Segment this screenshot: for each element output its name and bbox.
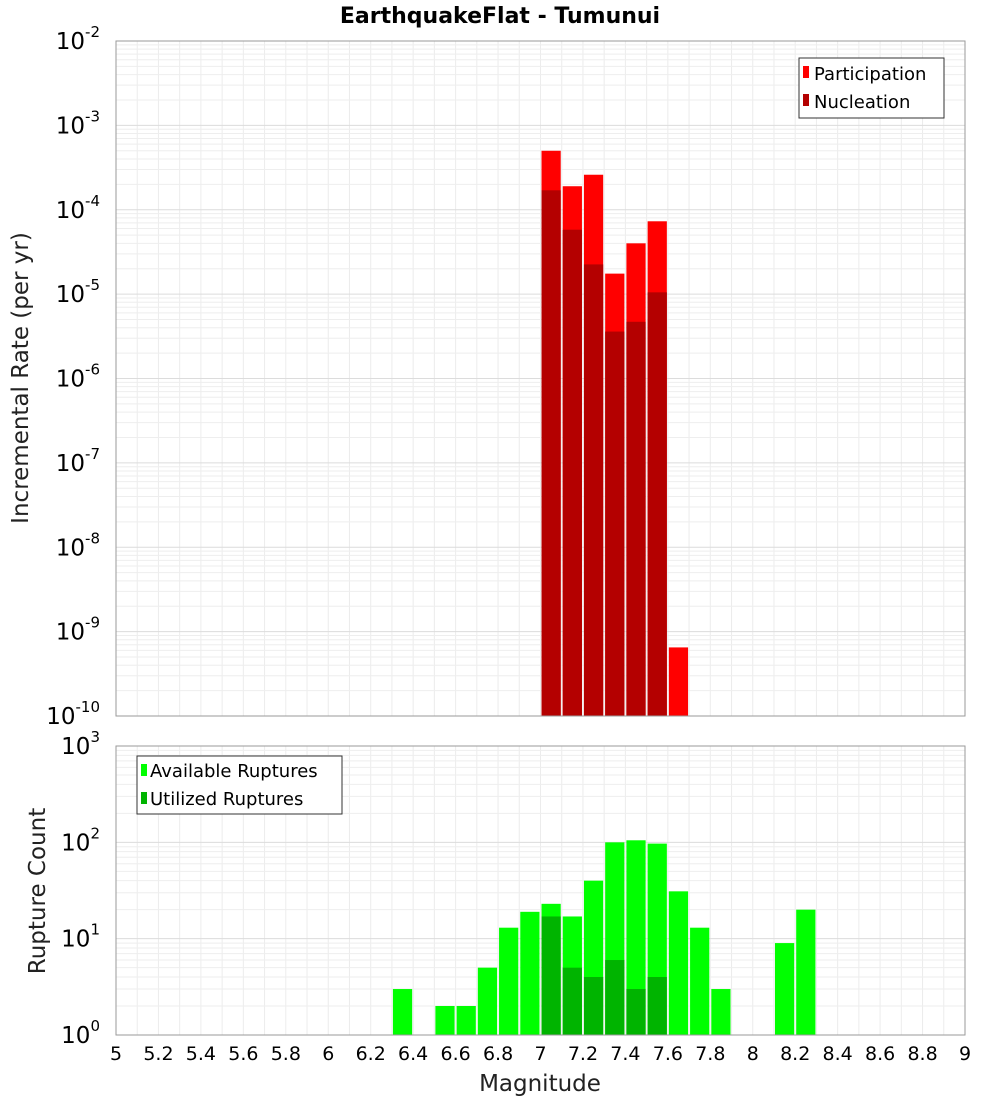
x-tick-label: 6.6 xyxy=(440,1043,470,1065)
bottom-bar-available-ruptures xyxy=(796,909,816,1035)
x-tick-label: 7.6 xyxy=(653,1043,683,1065)
top-bar-nucleation xyxy=(626,321,646,716)
bottom-bar-utilized-ruptures xyxy=(583,977,604,1035)
x-tick-label: 7 xyxy=(534,1043,546,1065)
x-tick-label: 8.6 xyxy=(865,1043,895,1065)
bottom-bar-available-ruptures xyxy=(668,891,689,1035)
top-bar-nucleation xyxy=(541,190,561,716)
bottom-y-tick-label: 102 xyxy=(61,824,100,856)
bottom-y-ticks: 100 101 102 103 xyxy=(61,728,100,1049)
top-y-ticks: 10-10 10-9 10-8 10-7 10-6 10-5 10-4 10-3 10-2 xyxy=(46,23,100,730)
bottom-legend: Available Ruptures Utilized Ruptures xyxy=(136,755,343,815)
x-tick-label: 6.4 xyxy=(398,1043,428,1065)
bottom-y-axis-label: Rupture Count xyxy=(25,808,51,974)
top-bar-nucleation xyxy=(605,331,625,716)
bottom-bar-available-ruptures xyxy=(435,1006,455,1035)
top-bar-nucleation xyxy=(647,292,667,716)
x-tick-label: 8.8 xyxy=(907,1043,937,1065)
top-bars xyxy=(541,150,689,717)
bottom-bar-available-ruptures xyxy=(392,989,413,1035)
bottom-y-tick-label: 100 xyxy=(61,1017,100,1049)
bottom-bar-utilized-ruptures xyxy=(626,989,646,1035)
x-tick-label: 5.6 xyxy=(228,1043,258,1065)
top-bar-nucleation xyxy=(583,264,604,716)
top-y-tick-label: 10-8 xyxy=(56,529,100,561)
bottom-bar-utilized-ruptures xyxy=(647,977,667,1035)
top-bar-participation xyxy=(668,647,689,716)
legend-swatch-utilized-ruptures xyxy=(141,792,147,804)
x-tick-label: 5 xyxy=(110,1043,122,1065)
bottom-y-tick-label: 103 xyxy=(61,728,100,760)
bottom-bar-available-ruptures xyxy=(690,927,710,1035)
bottom-y-tick-label: 101 xyxy=(61,921,100,953)
x-ticks: 5 5.2 5.4 5.6 5.8 6 6.2 6.4 6.6 6.8 7 7.2 7.4 7.6 7.8 8… xyxy=(110,1043,971,1065)
top-y-tick-label: 10-6 xyxy=(56,361,100,393)
legend-label-utilized-ruptures: Utilized Ruptures xyxy=(150,789,303,810)
x-tick-label: 5.8 xyxy=(271,1043,301,1065)
x-axis-label: Magnitude xyxy=(479,1071,601,1097)
bottom-bars xyxy=(392,840,816,1035)
x-tick-label: 8 xyxy=(747,1043,759,1065)
legend-swatch-participation xyxy=(803,66,809,78)
top-y-tick-label: 10-3 xyxy=(56,107,100,139)
x-tick-label: 6.2 xyxy=(356,1043,386,1065)
legend-label-available-ruptures: Available Ruptures xyxy=(150,761,318,782)
top-plot-frame xyxy=(115,40,966,717)
x-tick-label: 6 xyxy=(322,1043,334,1065)
top-plot: 10-10 10-9 10-8 10-7 10-6 10-5 10-4 10-3 10-2 In… xyxy=(8,23,966,730)
x-tick-label: 5.4 xyxy=(186,1043,216,1065)
top-gridlines xyxy=(115,41,966,717)
x-tick-label: 6.8 xyxy=(483,1043,513,1065)
x-tick-label: 5.2 xyxy=(143,1043,173,1065)
top-y-tick-label: 10-9 xyxy=(56,614,100,646)
bottom-bar-available-ruptures xyxy=(711,989,731,1035)
top-legend: Participation Nucleation xyxy=(798,57,945,119)
bottom-bar-utilized-ruptures xyxy=(541,916,561,1035)
top-legend-box xyxy=(798,57,945,119)
bottom-bar-available-ruptures xyxy=(774,943,795,1035)
bottom-plot: 100 101 102 103 Rupture Count Available Rup… xyxy=(25,728,966,1049)
top-y-tick-label: 10-7 xyxy=(56,445,100,477)
x-tick-label: 8.4 xyxy=(823,1043,853,1065)
legend-label-nucleation: Nucleation xyxy=(814,92,910,113)
x-tick-label: 7.2 xyxy=(568,1043,598,1065)
bottom-bar-available-ruptures xyxy=(456,1006,476,1035)
bottom-bar-utilized-ruptures xyxy=(605,960,625,1035)
bottom-bar-available-ruptures xyxy=(520,911,540,1035)
top-bar-nucleation xyxy=(562,229,582,717)
top-y-tick-label: 10-2 xyxy=(56,23,100,55)
bottom-bar-available-ruptures xyxy=(477,967,498,1035)
legend-label-participation: Participation xyxy=(814,64,926,85)
chart-title: EarthquakeFlat - Tumunui xyxy=(340,4,660,29)
legend-swatch-nucleation xyxy=(803,94,809,106)
legend-swatch-available-ruptures xyxy=(141,764,147,776)
bottom-bar-available-ruptures xyxy=(499,927,519,1035)
bottom-plot-frame xyxy=(115,745,966,1036)
top-y-tick-label: 10-4 xyxy=(56,192,100,224)
top-y-axis-label: Incremental Rate (per yr) xyxy=(8,232,34,524)
bottom-legend-box xyxy=(136,755,343,815)
x-tick-label: 9 xyxy=(959,1043,971,1065)
bottom-bar-available-ruptures xyxy=(626,840,646,1035)
x-tick-label: 8.2 xyxy=(780,1043,810,1065)
bottom-bar-utilized-ruptures xyxy=(562,967,582,1035)
x-tick-label: 7.4 xyxy=(610,1043,640,1065)
top-y-tick-label: 10-10 xyxy=(46,698,100,730)
x-tick-label: 7.8 xyxy=(695,1043,725,1065)
top-y-tick-label: 10-5 xyxy=(56,276,100,308)
